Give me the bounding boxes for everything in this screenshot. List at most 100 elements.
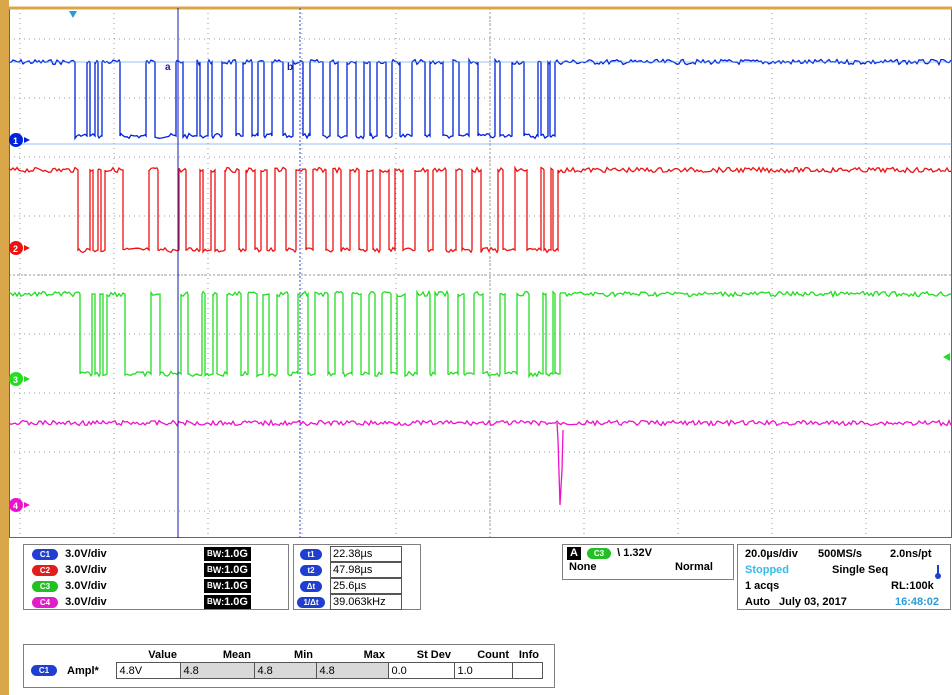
screen-left-frame (0, 0, 9, 695)
thermometer-icon (934, 565, 944, 581)
channel-marker-number: 4 (13, 501, 18, 511)
channel-marker-number: 2 (13, 244, 18, 254)
channel-marker-number: 3 (13, 375, 18, 385)
header-value: Value (148, 648, 177, 661)
header-mean: Mean (222, 648, 251, 661)
ch4-trace (8, 418, 952, 428)
measurement-value: 4.8V (115, 662, 181, 679)
sample-rate: 500MS/s (818, 548, 863, 560)
channel-scale: 3.0V/div (65, 596, 107, 608)
channel-chip-c4[interactable]: C4 (32, 596, 58, 608)
cursor-row[interactable]: 1/Δt 39.063kHz (294, 594, 402, 610)
channel-markers: 1 2 3 4 (9, 133, 950, 512)
bandwidth-box: BW:1.0G (204, 579, 251, 593)
channel-marker-arrow (24, 245, 30, 251)
measurement-min: 4.8 (253, 662, 317, 679)
acquisition-count: 1 acqs (745, 580, 780, 592)
trigger-mode: Normal (675, 561, 713, 573)
acquisition-panel[interactable]: 20.0µs/div 500MS/s 2.0ns/pt Stopped Sing… (737, 544, 951, 610)
channel-marker-circle (9, 498, 23, 512)
cursor-value: 22.38µs (330, 546, 402, 562)
channel-traces (8, 57, 952, 506)
header-blank (28, 647, 64, 663)
bandwidth-box: BW:1.0G (204, 547, 251, 561)
ch4-glitch (556, 422, 564, 506)
header-count: Count (477, 648, 509, 661)
channel-marker-circle (9, 372, 23, 386)
channel-chip-c2[interactable]: C2 (32, 564, 58, 576)
channel-marker-arrow (24, 137, 30, 143)
channel-chip-c3[interactable]: C3 (32, 580, 58, 592)
cursor-a-label[interactable]: a (165, 62, 171, 73)
measurement-info (511, 662, 543, 679)
channel-marker-arrow (24, 376, 30, 382)
trigger-source-row: A C3 \ 1.32V (567, 545, 652, 561)
channel-marker-circle (9, 133, 23, 147)
ch3-trace (8, 289, 952, 379)
trigger-position-icon (69, 11, 77, 18)
measurement-name: Ampl* (67, 664, 99, 677)
channel-row[interactable]: C2 3.0V/div BW:1.0G (24, 562, 288, 578)
cursor-value: 25.6µs (330, 578, 402, 594)
trigger-level-arrow-icon (943, 353, 950, 361)
bandwidth-box: BW:1.0G (204, 595, 251, 609)
channel-chip-c1[interactable]: C1 (32, 548, 58, 560)
resolution: 2.0ns/pt (890, 548, 932, 560)
channel-row[interactable]: C4 3.0V/div BW:1.0G (24, 594, 288, 610)
cursor-row[interactable]: t2 47.98µs (294, 562, 402, 578)
channel-scale-panel: C1 3.0V/div BW:1.0G C2 3.0V/div BW:1.0G … (23, 544, 289, 610)
channel-scale: 3.0V/div (65, 564, 107, 576)
cursor-b-label[interactable]: b (287, 62, 293, 73)
record-length: RL:100k (891, 580, 934, 592)
measurement-panel: Value Mean Min Max St Dev Count Info C1 … (23, 644, 555, 688)
bandwidth-box: BW:1.0G (204, 563, 251, 577)
channel-marker-4[interactable]: 4 (9, 498, 30, 512)
graticule-background (9, 0, 952, 538)
cursor-value: 39.063kHz (330, 594, 402, 610)
graticule-grid (9, 6, 952, 538)
timebase: 20.0µs/div (745, 548, 798, 560)
channel-marker-arrow (24, 502, 30, 508)
trigger-source-chip[interactable]: C3 (587, 547, 612, 559)
trigger-coupling: None (569, 561, 597, 573)
header-stdev: St Dev (416, 648, 451, 661)
channel-marker-3[interactable]: 3 (9, 372, 30, 386)
cursor-chip-delta[interactable]: Δt (300, 580, 322, 592)
ch2-trace (8, 165, 951, 254)
channel-scale: 3.0V/div (65, 580, 107, 592)
measurement-max: 4.8 (315, 662, 389, 679)
cursor-chip-t1[interactable]: t1 (300, 548, 322, 560)
channel-marker-1[interactable]: 1 (9, 133, 30, 147)
channel-marker-2[interactable]: 2 (9, 241, 30, 255)
measurement-chip[interactable]: C1 (31, 665, 57, 677)
ch1-trace (8, 57, 952, 141)
measurement-header-row: Value Mean Min Max St Dev Count Info (28, 647, 542, 663)
run-status: Stopped (745, 564, 789, 576)
cursor-value: 47.98µs (330, 562, 402, 578)
cursor-readout-panel: t1 22.38µs t2 47.98µs Δt 25.6µs 1/Δt 39.… (293, 544, 421, 610)
measurement-table: Value Mean Min Max St Dev Count Info C1 … (28, 647, 543, 679)
cursor-row[interactable]: t1 22.38µs (294, 546, 402, 562)
channel-marker-circle (9, 241, 23, 255)
measurement-row[interactable]: C1 Ampl* 4.8V 4.8 4.8 4.8 0.0 1.0 (28, 662, 543, 679)
time: 16:48:02 (895, 596, 940, 608)
trigger-a-label: A (567, 547, 581, 560)
cursor-chip-freq[interactable]: 1/Δt (297, 596, 325, 608)
cursor-chip-t2[interactable]: t2 (300, 564, 322, 576)
header-info: Info (518, 648, 539, 661)
trigger-level: 1.32V (623, 547, 652, 559)
falling-edge-icon: \ (617, 547, 621, 559)
date: July 03, 2017 (779, 596, 847, 608)
header-blank (64, 647, 116, 663)
measurement-count: 1.0 (453, 662, 513, 679)
channel-row[interactable]: C1 3.0V/div BW:1.0G (24, 546, 288, 562)
sequence-mode: Single Seq (832, 564, 889, 576)
channel-row[interactable]: C3 3.0V/div BW:1.0G (24, 578, 288, 594)
header-max: Max (363, 648, 385, 661)
cursor-row[interactable]: Δt 25.6µs (294, 578, 402, 594)
acquisition-mode: Auto (745, 596, 771, 608)
trigger-panel[interactable]: A C3 \ 1.32V None Normal (562, 544, 734, 580)
header-min: Min (294, 648, 313, 661)
